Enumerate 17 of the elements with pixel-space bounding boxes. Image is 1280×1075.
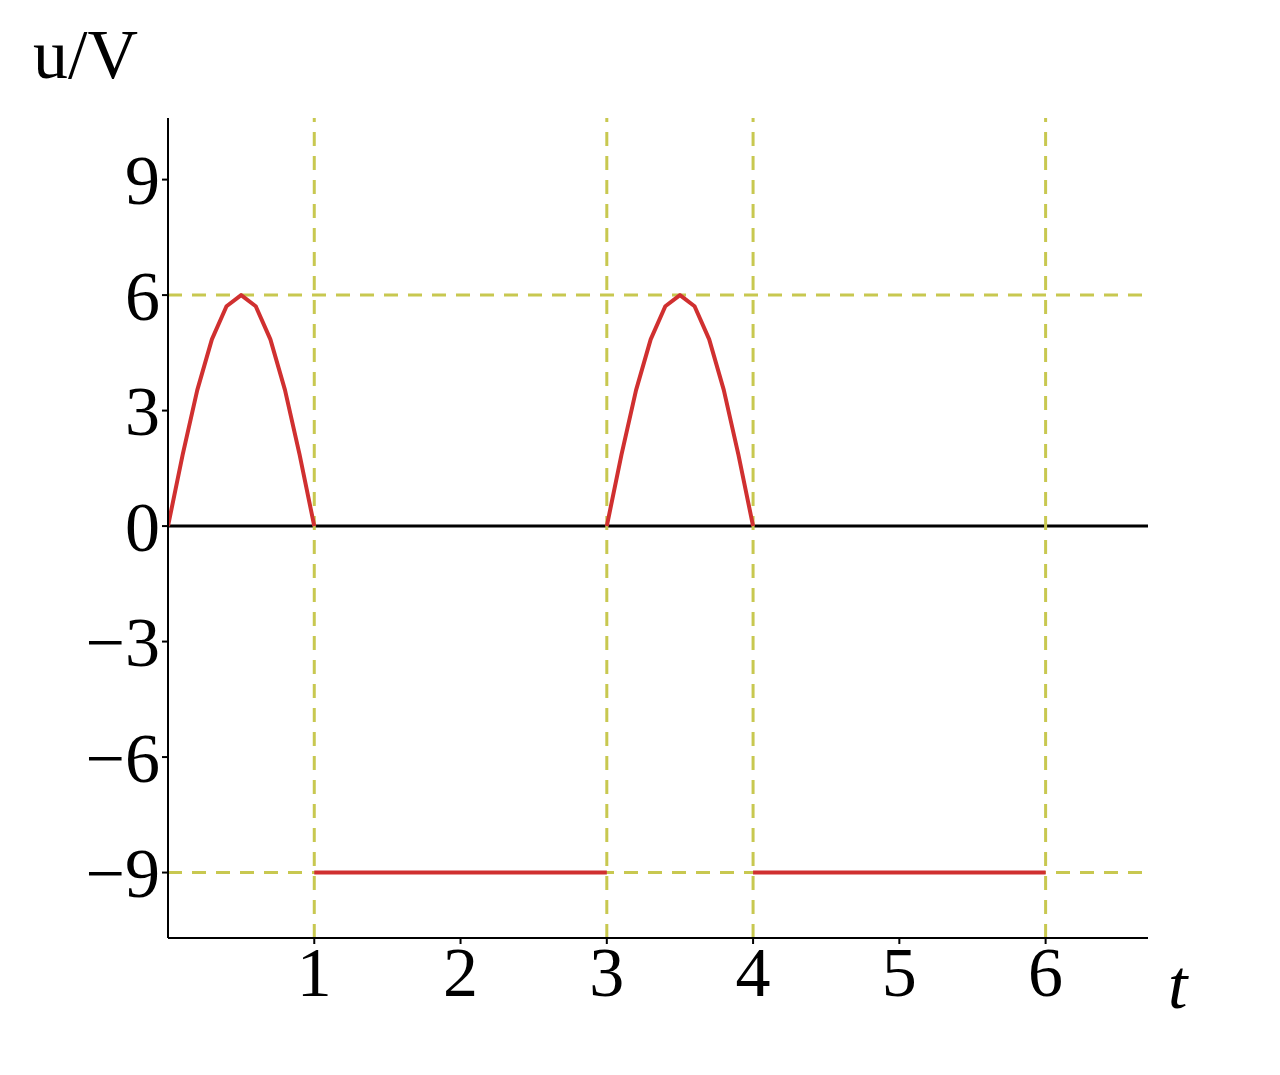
y-axis-title: u/V xyxy=(33,15,138,93)
y-tick-label: 6 xyxy=(125,257,160,335)
x-tick-label: 2 xyxy=(443,933,479,1011)
x-tick-label: 5 xyxy=(881,933,917,1011)
x-tick-label: 4 xyxy=(735,933,771,1011)
x-tick-label: 1 xyxy=(296,933,332,1011)
y-tick-label: 9 xyxy=(125,142,160,220)
y-tick-label: 0 xyxy=(125,488,160,566)
x-tick-label: 6 xyxy=(1028,933,1064,1011)
y-tick-label: −6 xyxy=(85,719,160,797)
line-series xyxy=(604,293,756,529)
y-tick-label: −9 xyxy=(85,835,160,913)
y-tick-label: 3 xyxy=(125,373,160,451)
line-series xyxy=(168,293,317,529)
x-axis-title: t xyxy=(1168,945,1189,1023)
y-tick-label: −3 xyxy=(85,604,160,682)
x-tick-label: 3 xyxy=(589,933,625,1011)
